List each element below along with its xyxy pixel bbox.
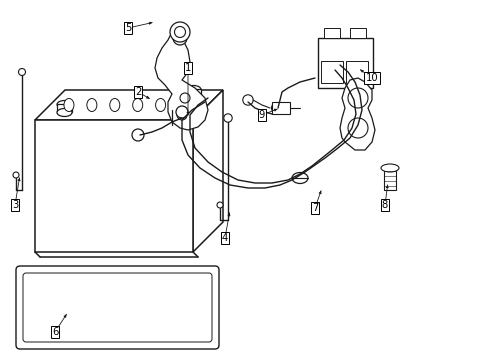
- Polygon shape: [35, 90, 223, 120]
- Circle shape: [217, 202, 223, 208]
- Circle shape: [176, 106, 187, 118]
- Bar: [324, 28, 339, 38]
- Ellipse shape: [155, 99, 165, 112]
- Text: 4: 4: [222, 233, 228, 243]
- Circle shape: [347, 118, 367, 138]
- Circle shape: [170, 22, 190, 42]
- Text: 6: 6: [52, 327, 58, 337]
- Text: 8: 8: [381, 200, 387, 210]
- Circle shape: [243, 95, 253, 105]
- Circle shape: [180, 93, 190, 103]
- Circle shape: [132, 129, 143, 141]
- Bar: [320, 61, 342, 83]
- Ellipse shape: [87, 99, 97, 112]
- Polygon shape: [339, 78, 374, 150]
- Circle shape: [347, 88, 367, 108]
- Circle shape: [174, 27, 185, 37]
- Text: 5: 5: [124, 23, 131, 33]
- Bar: [349, 28, 365, 38]
- Text: 7: 7: [311, 203, 318, 213]
- Polygon shape: [193, 90, 223, 252]
- Ellipse shape: [57, 108, 72, 117]
- Bar: [383, 168, 395, 190]
- Polygon shape: [155, 30, 207, 130]
- Text: 9: 9: [258, 110, 264, 120]
- Text: 2: 2: [135, 87, 141, 97]
- Ellipse shape: [380, 164, 398, 172]
- Ellipse shape: [185, 85, 201, 94]
- Bar: [57, 104, 72, 112]
- Circle shape: [271, 103, 282, 113]
- Text: 3: 3: [12, 200, 18, 210]
- Circle shape: [19, 68, 25, 76]
- Ellipse shape: [291, 172, 307, 184]
- Bar: [35, 120, 193, 252]
- Bar: [346, 61, 367, 83]
- Bar: [317, 38, 372, 88]
- Text: 10: 10: [365, 73, 378, 83]
- Ellipse shape: [109, 99, 120, 112]
- Ellipse shape: [178, 99, 188, 112]
- Ellipse shape: [57, 100, 72, 108]
- Circle shape: [224, 114, 232, 122]
- Circle shape: [173, 31, 186, 45]
- Text: 1: 1: [184, 63, 191, 73]
- Ellipse shape: [64, 99, 74, 112]
- Circle shape: [177, 110, 186, 120]
- Ellipse shape: [132, 99, 142, 112]
- Bar: [185, 90, 201, 98]
- Ellipse shape: [185, 94, 201, 102]
- Bar: [271, 102, 289, 114]
- Circle shape: [13, 172, 19, 178]
